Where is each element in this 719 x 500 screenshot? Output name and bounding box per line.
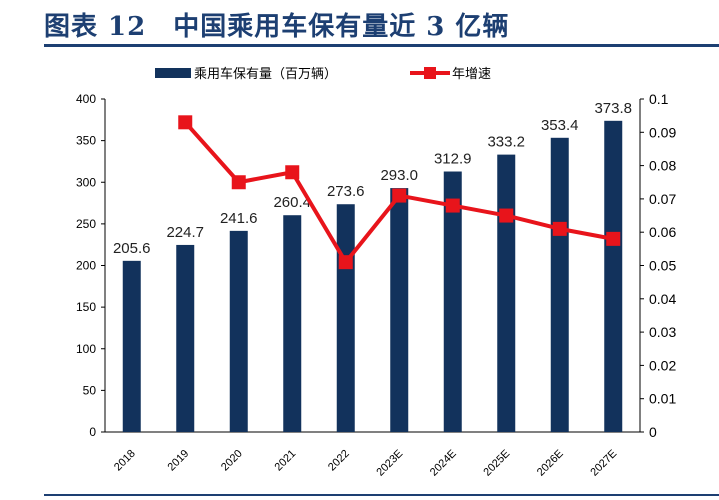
- x-tick-label: 2019: [166, 448, 192, 474]
- growth-marker-2019: [178, 115, 193, 130]
- bottom-rule: [44, 494, 719, 496]
- left-tick-label: 400: [76, 92, 96, 106]
- growth-marker-2025E: [499, 208, 514, 223]
- bar-label: 312.9: [434, 151, 472, 168]
- right-tick-label: 0.09: [649, 124, 676, 140]
- bar-2018: [122, 260, 141, 432]
- bar-2019: [176, 244, 195, 432]
- growth-marker-2026E: [552, 221, 567, 236]
- bar-2027E: [604, 120, 623, 433]
- left-tick-label: 0: [89, 425, 96, 439]
- legend-bar-swatch: [155, 68, 191, 78]
- right-tick-label: 0.02: [649, 357, 676, 373]
- growth-marker-2024E: [445, 198, 460, 213]
- bar-2025E: [497, 154, 516, 432]
- legend-line-marker: [424, 67, 436, 79]
- right-tick-label: 0.05: [649, 258, 676, 274]
- legend-bar-label: 乘用车保有量（百万辆）: [194, 66, 337, 81]
- x-tick-label: 2023E: [374, 448, 405, 479]
- right-tick-label: 0.04: [649, 291, 676, 307]
- bar-label: 241.6: [220, 210, 258, 227]
- bar-label: 333.2: [487, 134, 525, 151]
- bar-2020: [229, 230, 248, 432]
- bar-2022: [336, 204, 355, 432]
- bar-2023E: [390, 188, 409, 432]
- left-tick-label: 100: [76, 342, 96, 356]
- growth-marker-2022: [338, 255, 353, 270]
- bar-label: 273.6: [327, 183, 365, 200]
- x-tick-label: 2021: [273, 448, 299, 474]
- x-tick-label: 2020: [219, 448, 245, 474]
- growth-marker-2023E: [392, 188, 407, 203]
- x-tick-label: 2025E: [481, 448, 512, 479]
- left-tick-label: 150: [76, 300, 96, 314]
- bar-2026E: [550, 137, 569, 432]
- left-tick-label: 300: [76, 175, 96, 189]
- x-tick-label: 2026E: [535, 448, 566, 479]
- bar-label: 293.0: [380, 167, 418, 184]
- x-tick-label: 2022: [326, 448, 352, 474]
- bar-2021: [283, 215, 302, 432]
- left-tick-label: 50: [83, 383, 97, 397]
- title-rule: [44, 44, 719, 47]
- bar-label: 205.6: [113, 240, 151, 257]
- growth-marker-2021: [285, 165, 300, 180]
- right-tick-label: 0: [649, 424, 657, 440]
- right-tick-label: 0.1: [649, 91, 669, 107]
- bar-label: 224.7: [166, 224, 204, 241]
- x-tick-label: 2027E: [588, 448, 619, 479]
- x-tick-label: 2018: [112, 448, 138, 474]
- right-tick-label: 0.07: [649, 191, 676, 207]
- bar-label: 260.4: [273, 194, 311, 211]
- left-tick-label: 250: [76, 217, 96, 231]
- right-tick-label: 0.08: [649, 158, 676, 174]
- right-tick-label: 0.03: [649, 324, 676, 340]
- legend-line-label: 年增速: [452, 66, 491, 81]
- right-tick-label: 0.01: [649, 391, 676, 407]
- bar-label: 353.4: [541, 117, 579, 134]
- right-tick-label: 0.06: [649, 224, 676, 240]
- bar-label: 373.8: [594, 100, 632, 117]
- growth-marker-2027E: [606, 231, 621, 246]
- chart-title: 图表 12 中国乘用车保有量近 3 亿辆: [44, 12, 510, 42]
- bar-2024E: [443, 171, 462, 433]
- x-tick-label: 2024E: [428, 448, 459, 479]
- left-tick-label: 350: [76, 134, 96, 148]
- left-tick-label: 200: [76, 259, 96, 273]
- growth-marker-2020: [231, 175, 246, 190]
